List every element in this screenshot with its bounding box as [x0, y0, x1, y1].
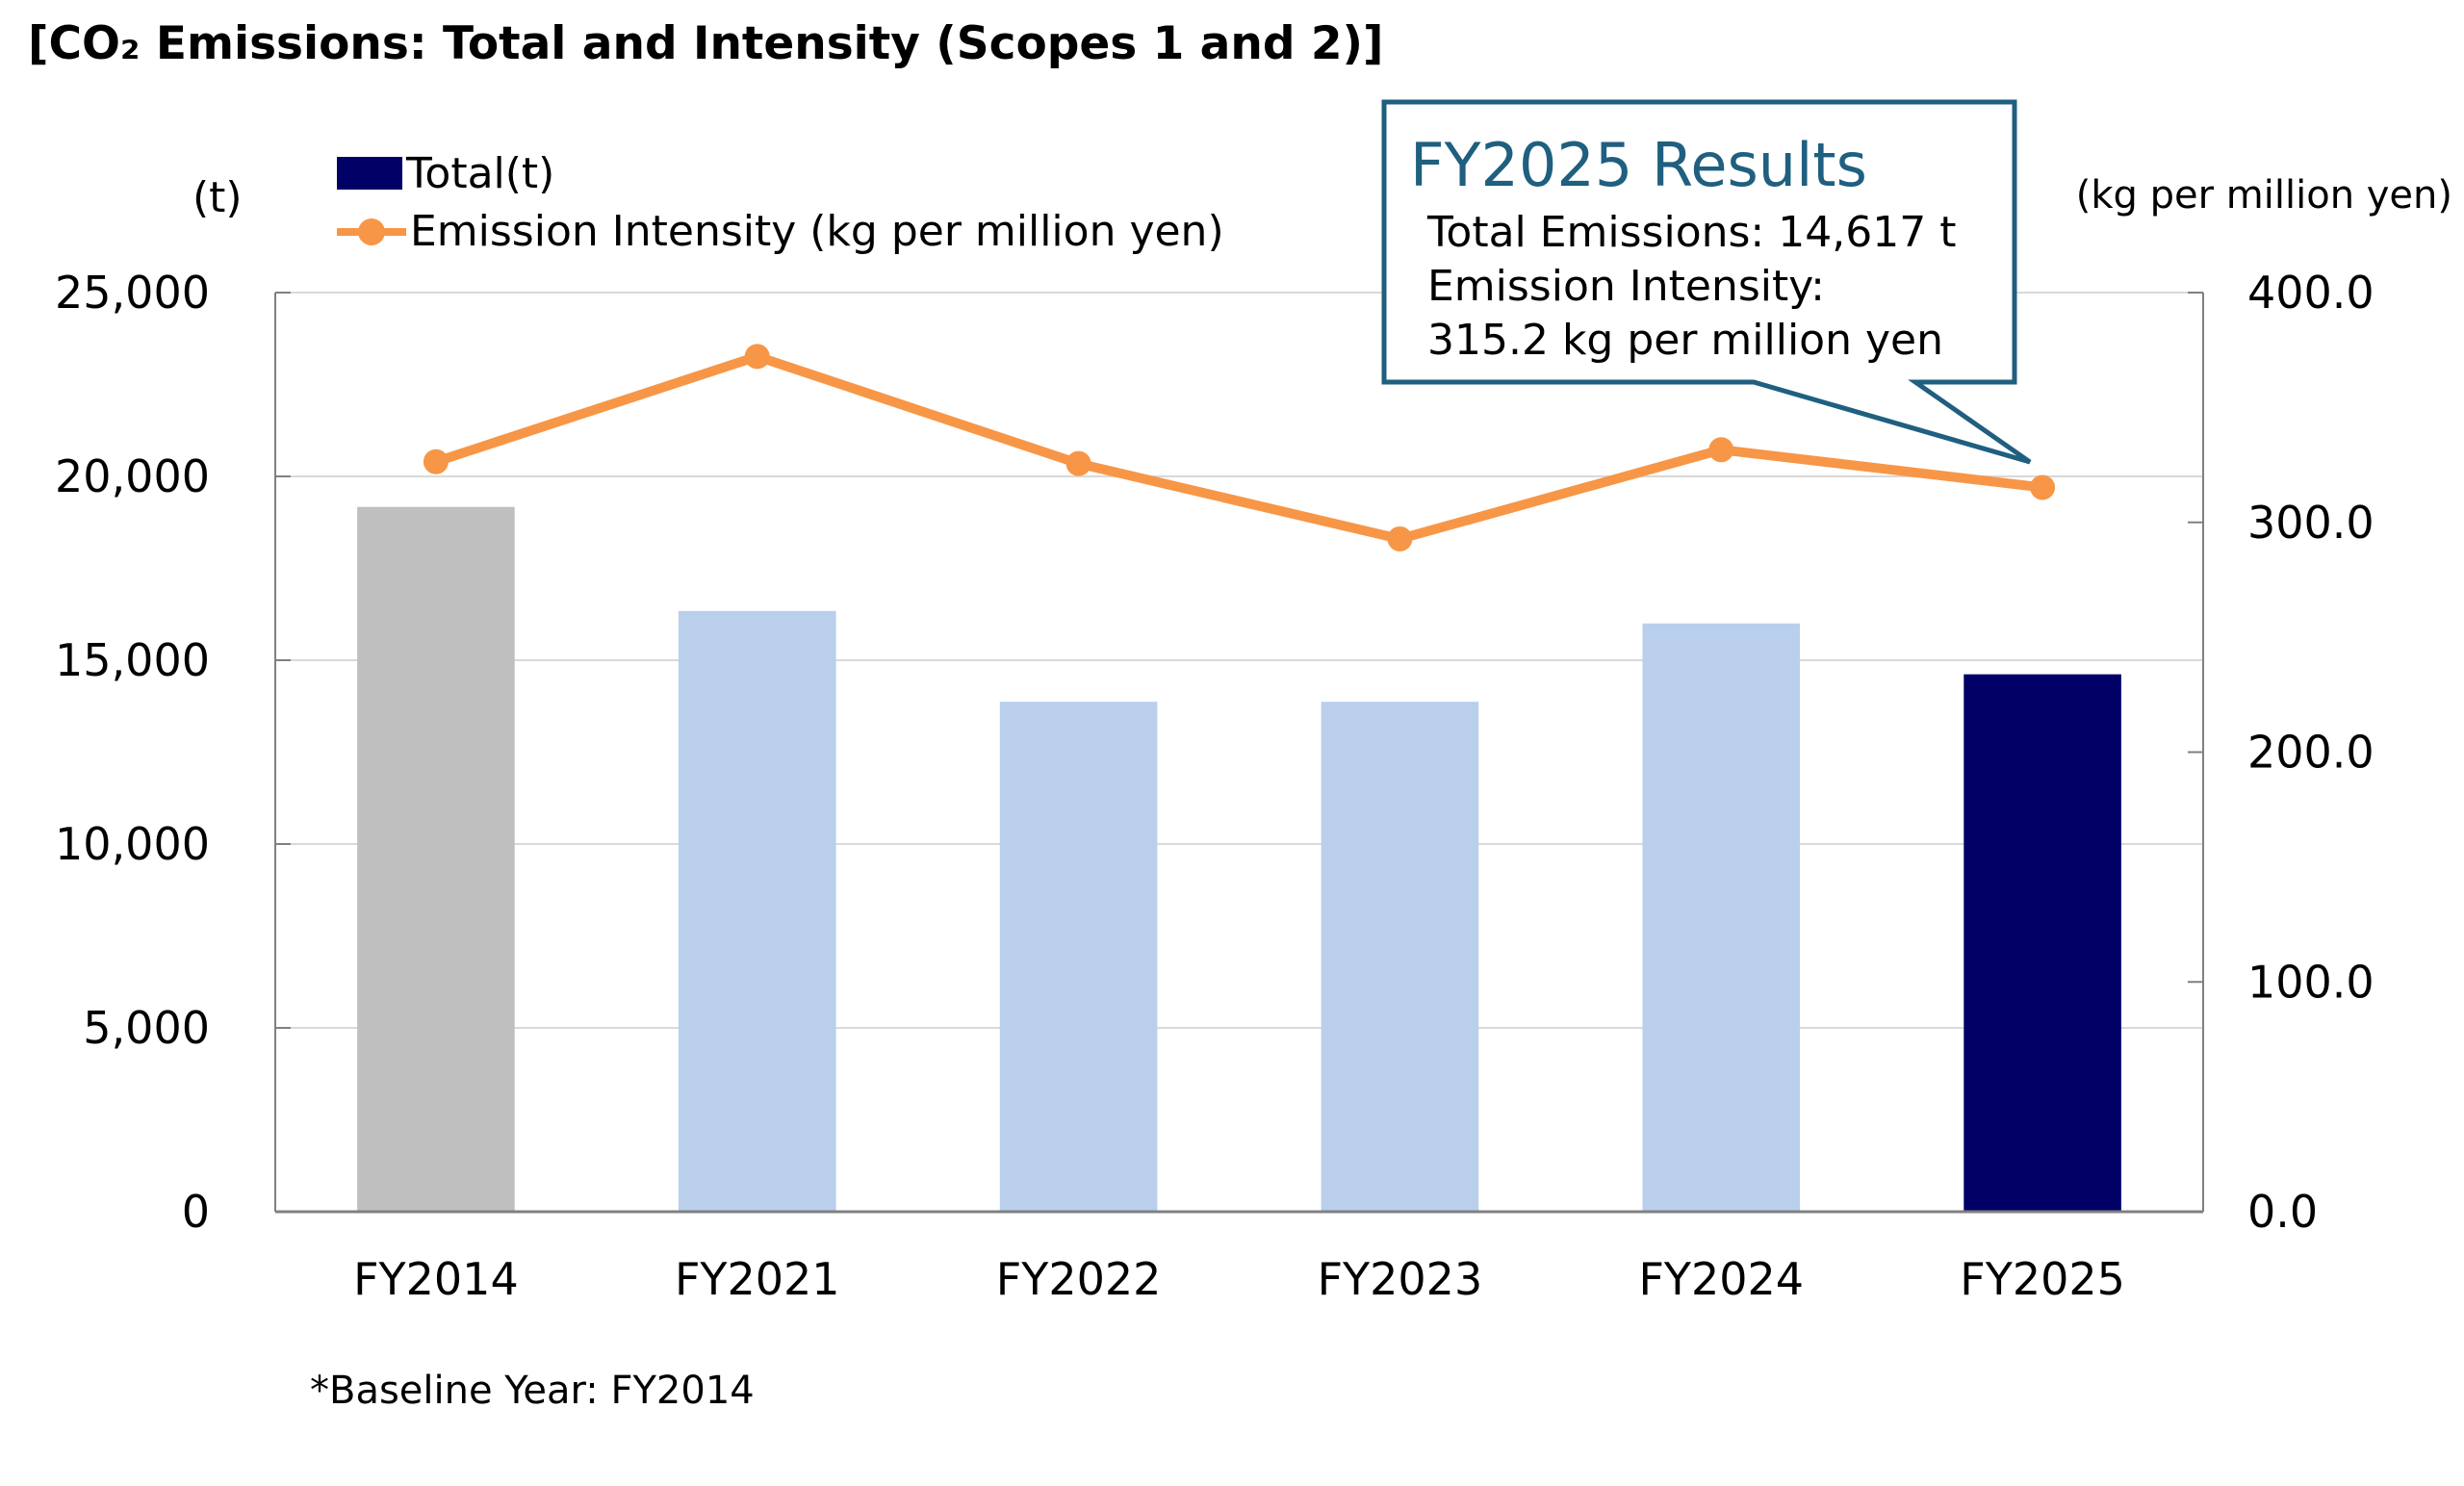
right-axis-unit: (kg per million yen): [2075, 173, 2452, 218]
callout-content: FY2025 Results Total Emissions: 14,617 t…: [1410, 125, 1956, 368]
intensity-point-fy2024: [1708, 437, 1734, 463]
left-axis-unit: (t): [192, 173, 243, 222]
bar-fy2014: [357, 506, 515, 1212]
legend: Total(t) Emission Intensity (kg per mill…: [337, 144, 1224, 260]
bar-fy2024: [1642, 623, 1801, 1212]
callout-intensity-label: Emission Intensity:: [1427, 262, 1825, 311]
callout-border: [1381, 99, 2032, 465]
bar-fy2025: [1964, 674, 2121, 1212]
callout-intensity-value: 315.2 kg per million yen: [1427, 316, 1943, 365]
bar-fy2022: [999, 702, 1158, 1212]
legend-label-total: Total(t): [406, 148, 555, 198]
callout-heading: FY2025 Results: [1410, 130, 1867, 200]
category-label: FY2025: [1960, 1253, 2125, 1305]
legend-line-marker-icon: [337, 215, 406, 247]
left-tick-label: 15,000: [55, 634, 210, 686]
axes: [274, 292, 2204, 1214]
intensity-line: [434, 351, 2043, 544]
line-series-intensity: [423, 344, 2056, 551]
category-label: FY2014: [353, 1253, 519, 1305]
intensity-point-fy2025: [2030, 474, 2056, 500]
left-tick-label: 25,000: [55, 267, 210, 319]
bar-fy2021: [678, 610, 836, 1212]
left-tick-label: 5,000: [83, 1002, 210, 1054]
right-tick-label: 300.0: [2247, 497, 2374, 549]
left-tick-label: 10,000: [55, 818, 210, 870]
intensity-point-fy2014: [423, 448, 449, 474]
callout-box: [1381, 99, 2032, 465]
category-label: FY2022: [996, 1253, 1162, 1305]
chart-title: [CO₂ Emissions: Total and Intensity (Sco…: [28, 17, 1384, 70]
category-label: FY2024: [1638, 1253, 1804, 1305]
legend-item-intensity: Emission Intensity (kg per million yen): [337, 202, 1224, 260]
right-tick-label: 100.0: [2247, 956, 2374, 1008]
legend-bar-swatch-icon: [337, 157, 402, 190]
intensity-point-fy2023: [1387, 525, 1413, 551]
left-tick-label: 0: [182, 1186, 210, 1238]
category-label: FY2021: [675, 1253, 840, 1305]
bar-fy2023: [1321, 702, 1479, 1212]
callout-total-emissions: Total Emissions: 14,617 t: [1427, 208, 1957, 257]
category-label: FY2023: [1318, 1253, 1483, 1305]
footnote: *Baseline Year: FY2014: [310, 1369, 755, 1413]
legend-label-intensity: Emission Intensity (kg per million yen): [410, 206, 1224, 256]
left-tick-label: 20,000: [55, 450, 210, 502]
intensity-point-fy2022: [1065, 450, 1091, 476]
right-tick-label: 200.0: [2247, 727, 2374, 779]
bar-series-total: [357, 506, 2121, 1212]
intensity-point-fy2021: [744, 344, 770, 370]
tick-labels: 0 5,000 10,000 15,000 20,000 25,000 0.0 100.0 20…: [55, 267, 2374, 1305]
right-tick-label: 0.0: [2247, 1186, 2318, 1238]
right-tick-label: 400.0: [2247, 267, 2374, 319]
legend-item-total: Total(t): [337, 144, 1224, 202]
